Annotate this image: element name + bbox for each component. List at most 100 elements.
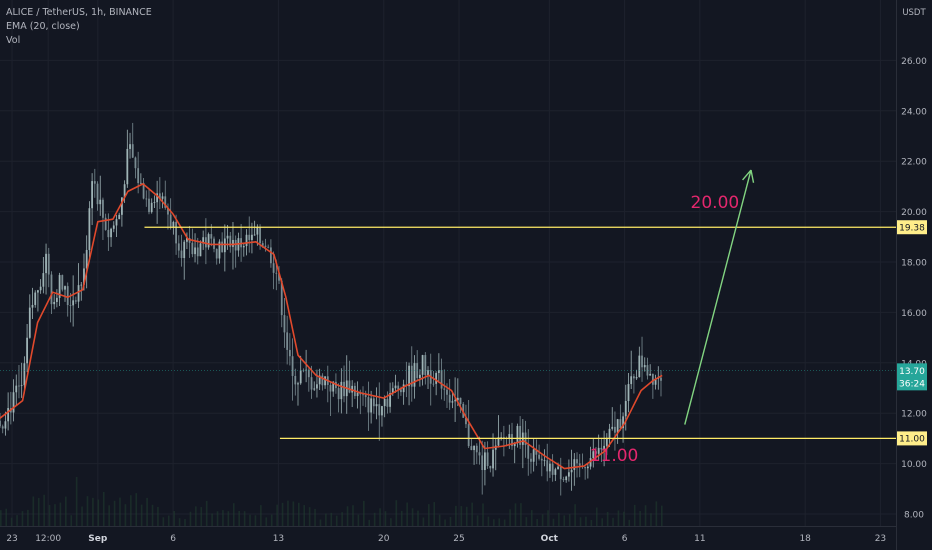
candle-body [194,247,196,255]
volume-bar [536,518,538,526]
candle-body [356,392,359,397]
candle-body [7,408,10,422]
volume-bar [330,512,333,526]
volume-bar [335,515,338,526]
candle-body [64,286,66,290]
candle-body [80,284,83,286]
price-tick-label: 18.00 [901,259,927,269]
volume-bar [173,510,175,526]
candle-body [362,394,364,396]
candle-body [107,229,110,238]
volume-bar [178,518,181,526]
candle-body [215,248,218,259]
candle-body [50,274,53,305]
candle-body [578,463,581,466]
volume-bar [308,507,311,526]
candle-body [83,268,85,285]
candle-body [538,454,540,459]
candle-body [104,217,107,230]
candle-body [15,385,18,393]
candle-body [378,404,381,416]
candle-body [421,355,424,375]
candle-body [402,384,405,393]
candle-body [329,384,332,392]
volume-bar [422,517,425,526]
target-label: 20.00 [691,193,740,213]
volume-bar [151,504,154,526]
time-tick-label: 20 [378,534,390,544]
candle-body [605,437,608,446]
candle-body [633,376,635,379]
volume-bar [601,518,603,526]
candle-body [532,449,535,462]
candle-body [191,242,194,255]
candle-body [391,388,394,394]
candle-body [554,469,557,475]
candle-body [183,241,186,259]
ema-indicator-label[interactable]: EMA (20, close) [6,21,80,32]
resistance-price-tag [897,220,927,235]
volume-bar [211,513,213,526]
volume-indicator-label[interactable]: Vol [6,35,21,46]
candle-body [275,272,278,274]
candle-body [310,377,313,390]
volume-bar [444,519,446,526]
candle-body [196,247,199,257]
volume-bar [281,502,284,526]
candle-body [473,445,475,451]
candle-body [654,378,657,385]
volume-bar [585,516,587,526]
candle-body [74,300,77,302]
candle-body [267,246,270,248]
volume-bar [319,519,322,526]
volume-bar [628,519,631,526]
volume-bar [455,505,457,526]
candle-body [324,376,326,386]
candle-body [435,373,438,384]
candle-body [372,398,375,407]
target-arrow-head [742,169,752,181]
candle-body [145,198,148,200]
volume-bar [243,511,246,526]
time-tick-label: Oct [541,534,559,544]
candle-body [72,300,75,306]
candle-body [424,355,427,376]
candle-body [535,449,538,455]
candle-body [223,238,226,253]
candle-body [383,398,386,407]
time-tick-label: 25 [453,534,464,544]
volume-bar [590,519,593,526]
candle-body [302,370,305,372]
candle-body [418,374,421,378]
candle-body [31,304,34,308]
candle-body [400,389,402,393]
volume-bar [124,504,127,526]
candle-body [551,463,554,475]
volume-bar [21,511,24,526]
volume-bar [558,512,560,526]
candle-body [4,421,7,429]
candle-body [627,384,630,402]
candle-body [649,373,652,376]
volume-bar [514,503,517,526]
volume-bar [644,505,647,526]
volume-bar [541,514,544,526]
volume-bar [297,502,300,526]
volume-bar [438,514,441,526]
candle-body [546,460,549,472]
volume-bar [146,497,148,526]
volume-bar [37,497,40,526]
candle-body [207,234,210,248]
support-price-tag-label: 11.00 [899,435,925,445]
volume-bar [227,511,230,526]
volume-bar [357,514,360,526]
symbol-title[interactable]: ALICE / TetherUS, 1h, BINANCE [6,7,152,18]
candle-body [484,452,486,471]
volume-bar [520,503,522,526]
volume-bar [167,515,170,526]
candle-body [139,182,142,184]
candle-body [332,381,335,392]
candle-body [91,181,94,209]
